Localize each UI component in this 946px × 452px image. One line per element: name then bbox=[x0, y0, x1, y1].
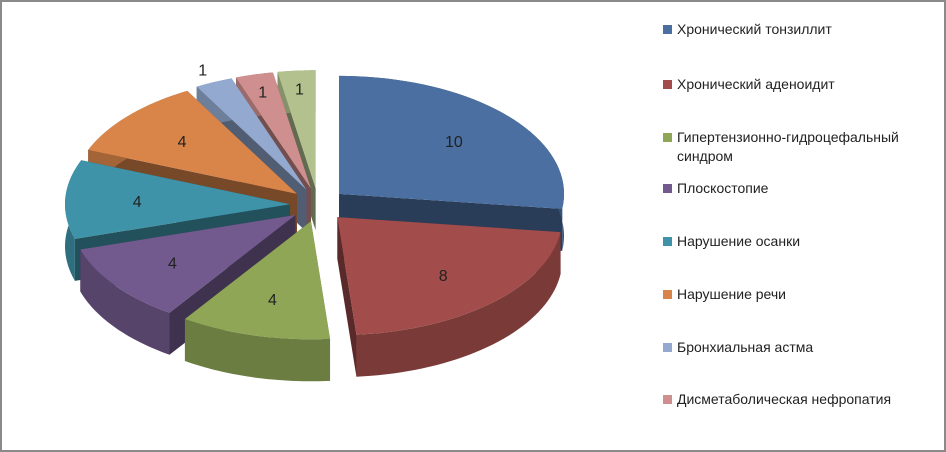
legend-swatch bbox=[663, 184, 672, 193]
slice-6[interactable] bbox=[196, 78, 307, 190]
legend-swatch bbox=[663, 25, 672, 34]
legend-item: Нарушение речи bbox=[663, 285, 786, 304]
legend-swatch bbox=[663, 395, 672, 404]
data-label-8: 1 bbox=[295, 81, 304, 98]
slice-3[interactable] bbox=[80, 214, 296, 313]
legend-item: Плоскостопие bbox=[663, 179, 768, 198]
slice-2[interactable] bbox=[184, 221, 331, 340]
data-label-5: 4 bbox=[178, 134, 187, 151]
slice-7[interactable] bbox=[235, 72, 311, 189]
legend-item: Бронхиальная астма bbox=[663, 338, 813, 357]
legend-label: Бронхиальная астма bbox=[677, 339, 814, 355]
legend-label: Гипертензионно-гидроцефальный синдром bbox=[677, 129, 899, 164]
legend-swatch bbox=[663, 343, 672, 352]
legend-swatch bbox=[663, 80, 672, 89]
legend-label: Плоскостопие bbox=[677, 180, 769, 196]
legend-item: Хронический аденоидит bbox=[663, 75, 835, 94]
slice-wall-3 bbox=[80, 249, 170, 355]
legend-label: Хронический аденоидит bbox=[677, 76, 835, 92]
data-label-2: 4 bbox=[268, 292, 277, 309]
data-label-7: 1 bbox=[258, 85, 267, 102]
data-label-6: 1 bbox=[198, 62, 207, 79]
data-label-1: 8 bbox=[439, 268, 448, 285]
legend-swatch bbox=[663, 237, 672, 246]
legend-item: Гипертензионно-гидроцефальный синдром bbox=[663, 128, 943, 166]
slice-4[interactable] bbox=[65, 160, 291, 239]
legend-label: Хронический тонзиллит bbox=[677, 21, 832, 37]
legend-swatch bbox=[663, 133, 672, 142]
data-label-3: 4 bbox=[168, 256, 177, 273]
legend-item: Дисметаболическая нефропатия bbox=[663, 390, 891, 409]
legend-label: Дисметаболическая нефропатия bbox=[677, 391, 892, 407]
legend-label: Нарушение осанки bbox=[677, 233, 801, 249]
slice-5[interactable] bbox=[88, 90, 297, 194]
data-label-0: 10 bbox=[445, 134, 463, 151]
data-label-4: 4 bbox=[133, 194, 142, 211]
slice-side-1 bbox=[337, 217, 357, 377]
slice-1[interactable] bbox=[337, 217, 561, 335]
slice-0[interactable] bbox=[339, 75, 565, 209]
legend-item: Нарушение осанки bbox=[663, 232, 800, 251]
legend-label: Нарушение речи bbox=[677, 286, 786, 302]
slice-wall-1 bbox=[356, 232, 561, 377]
slice-8[interactable] bbox=[277, 70, 316, 189]
legend-swatch bbox=[663, 290, 672, 299]
legend-item: Хронический тонзиллит bbox=[663, 20, 832, 39]
slice-wall-2 bbox=[184, 319, 331, 382]
